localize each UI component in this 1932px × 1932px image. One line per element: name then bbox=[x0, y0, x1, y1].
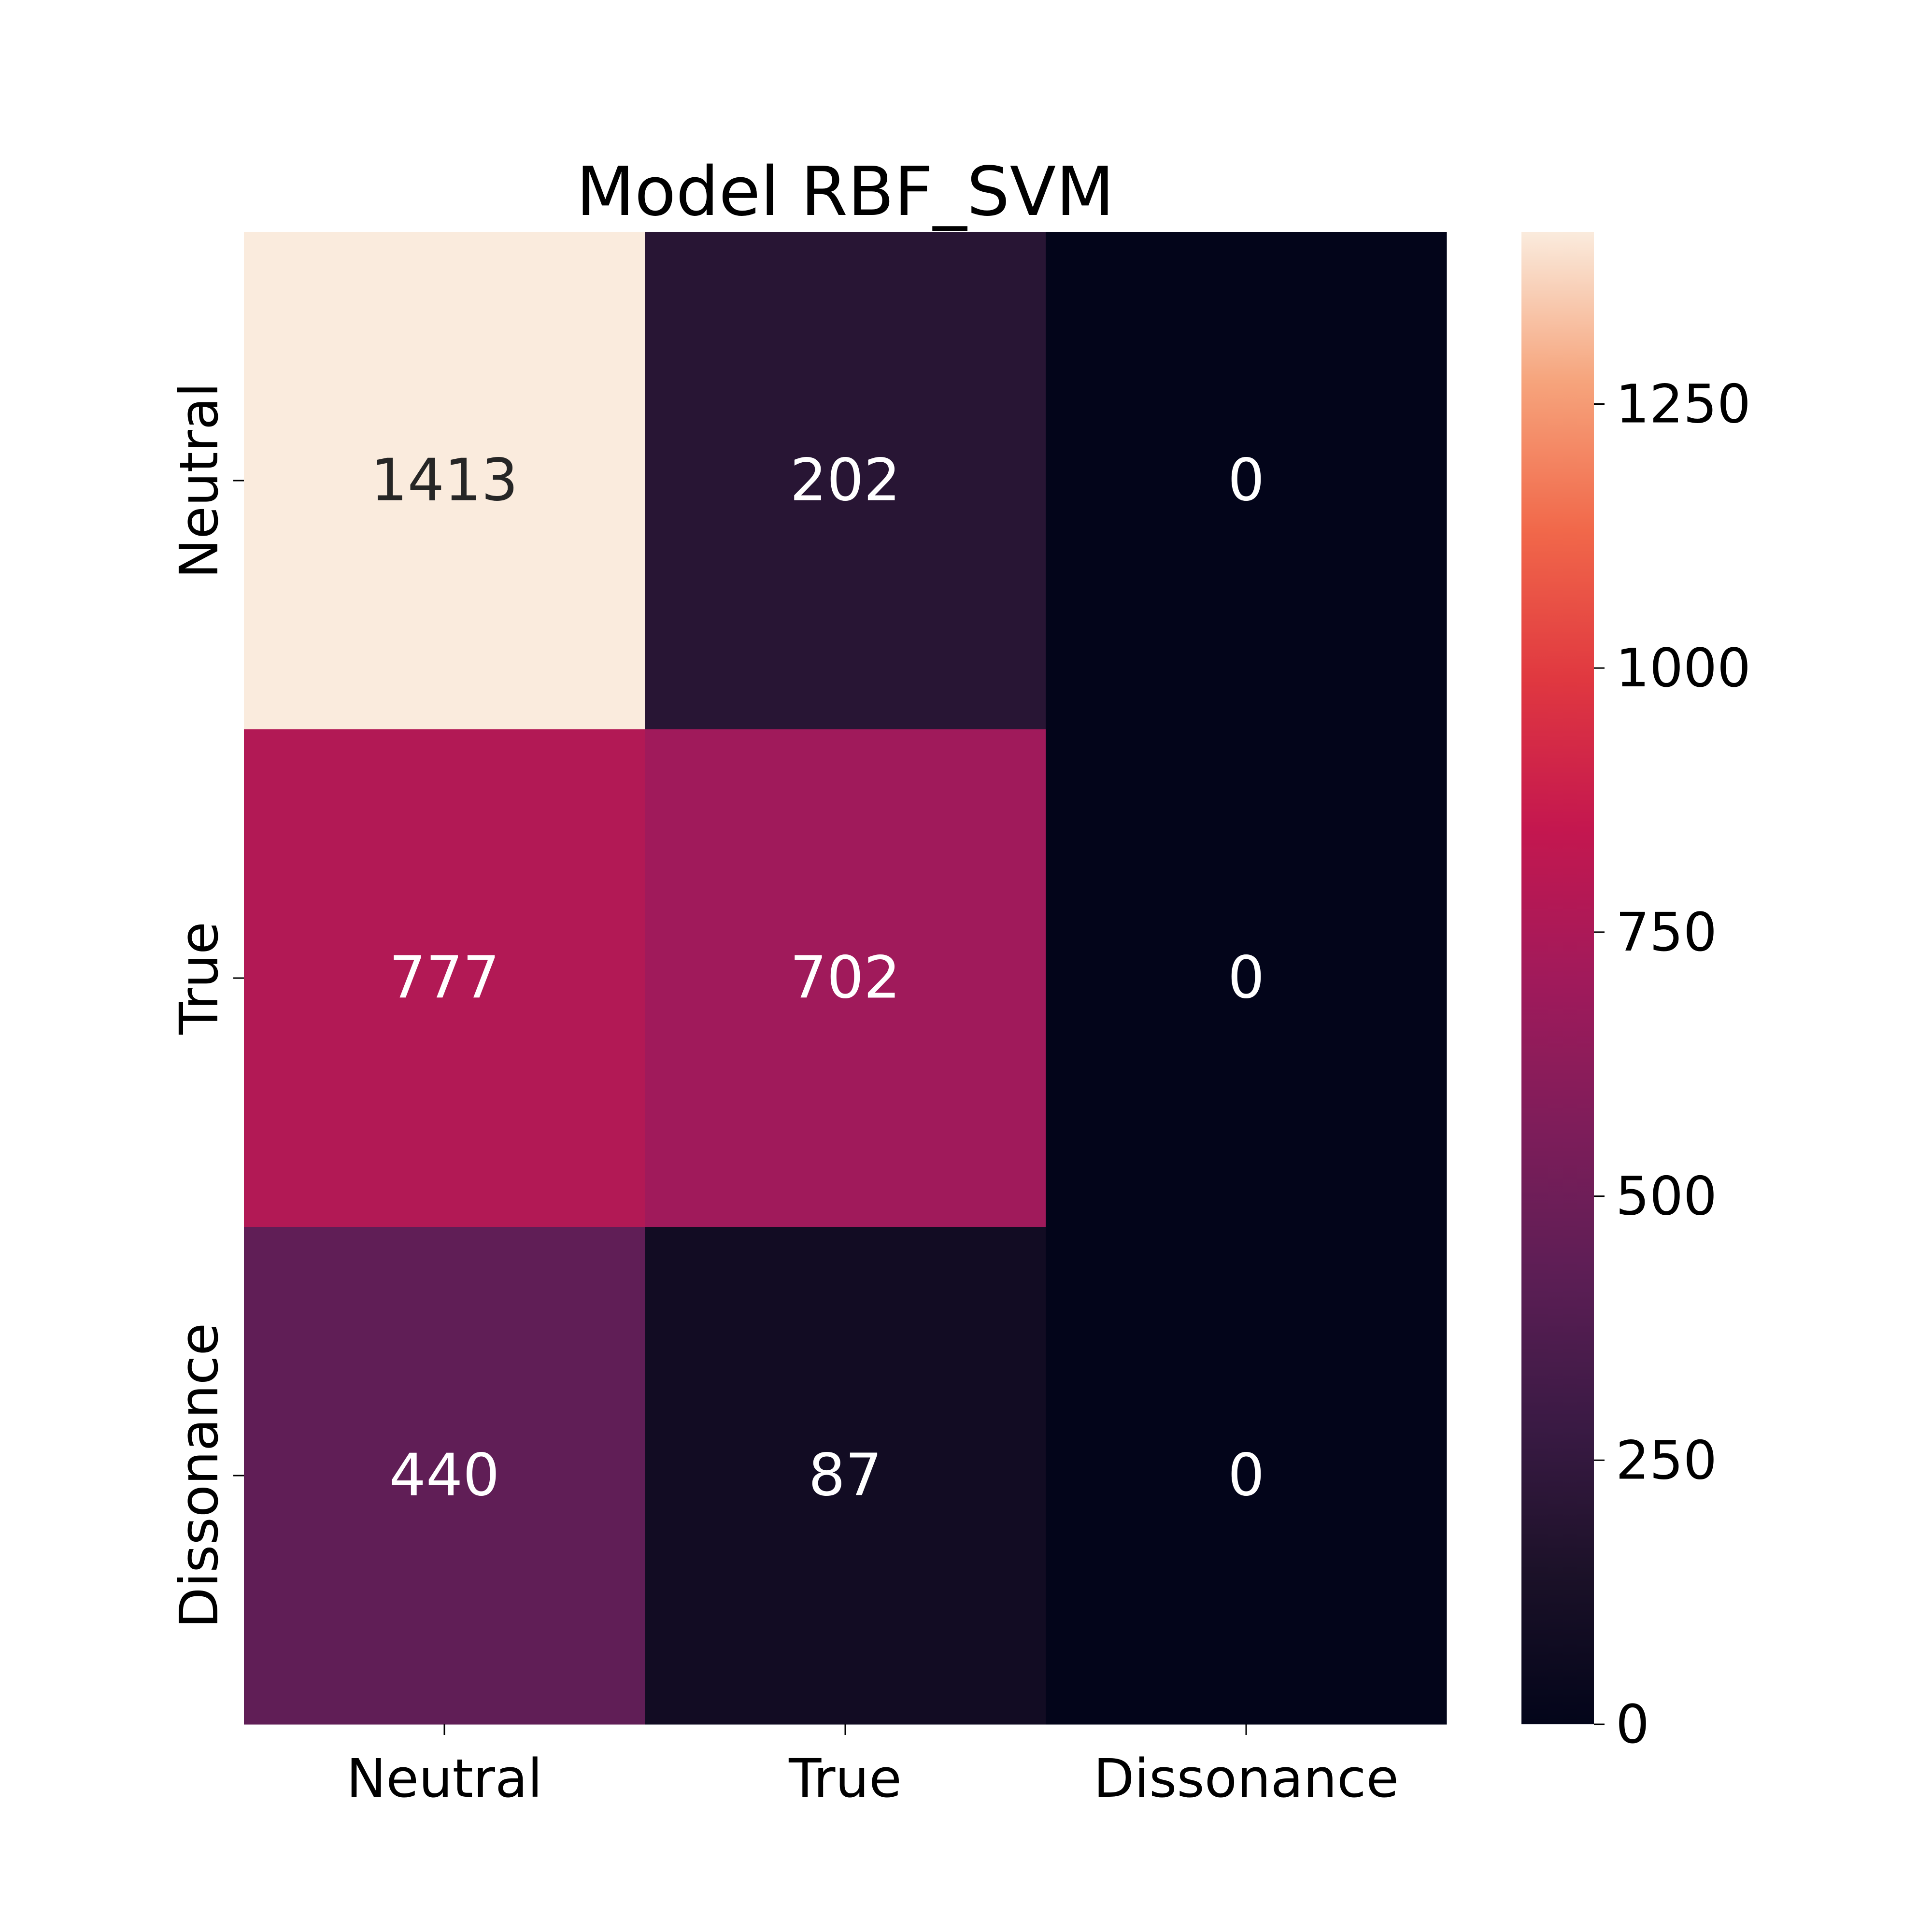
colorbar-tick-label: 750 bbox=[1616, 901, 1717, 963]
heatmap-cells bbox=[244, 232, 1447, 1725]
cell-value-label: 87 bbox=[809, 1442, 882, 1509]
heatmap-cell bbox=[645, 1227, 1046, 1725]
colorbar-tick-label: 500 bbox=[1616, 1165, 1717, 1227]
colorbar-tick-label: 1250 bbox=[1616, 373, 1751, 435]
colorbar-ticks: 0 250 500 750 1000 1250 bbox=[1594, 373, 1751, 1755]
colorbar-gradient bbox=[1521, 232, 1594, 1724]
colorbar-tick-label: 1000 bbox=[1616, 637, 1751, 699]
y-axis: Neutral True Dissonance bbox=[168, 383, 244, 1628]
cell-value-label: 0 bbox=[1228, 447, 1264, 514]
heatmap-cell bbox=[244, 729, 645, 1227]
colorbar-tick-label: 0 bbox=[1616, 1693, 1649, 1755]
heatmap-cell bbox=[645, 232, 1046, 730]
cell-annotations: 1413 202 0 777 702 0 440 87 0 bbox=[370, 447, 1264, 1509]
x-tick-label: Neutral bbox=[346, 1747, 542, 1809]
y-tick-label: True bbox=[168, 922, 230, 1035]
cell-value-label: 1413 bbox=[370, 447, 518, 514]
heatmap-cell bbox=[244, 1227, 645, 1725]
y-tick-label: Neutral bbox=[168, 383, 230, 579]
x-tick-label: True bbox=[788, 1747, 902, 1809]
colorbar-tick-label: 250 bbox=[1616, 1429, 1717, 1491]
cell-value-label: 0 bbox=[1228, 945, 1264, 1012]
heatmap-cell bbox=[645, 729, 1046, 1227]
x-tick-label: Dissonance bbox=[1094, 1747, 1399, 1809]
cell-value-label: 777 bbox=[389, 945, 499, 1012]
y-tick-label: Dissonance bbox=[168, 1323, 230, 1628]
cell-value-label: 0 bbox=[1228, 1442, 1264, 1509]
cell-value-label: 440 bbox=[389, 1442, 499, 1509]
chart-title: Model RBF_SVM bbox=[576, 153, 1114, 231]
x-axis: Neutral True Dissonance bbox=[346, 1724, 1399, 1809]
cell-value-label: 202 bbox=[790, 447, 900, 514]
colorbar: 0 250 500 750 1000 1250 bbox=[1521, 232, 1751, 1755]
heatmap-cell bbox=[1046, 1227, 1447, 1725]
heatmap-cell bbox=[244, 232, 645, 730]
heatmap-cell bbox=[1046, 729, 1447, 1227]
heatmap-cell bbox=[1046, 232, 1447, 730]
cell-value-label: 702 bbox=[790, 945, 900, 1012]
